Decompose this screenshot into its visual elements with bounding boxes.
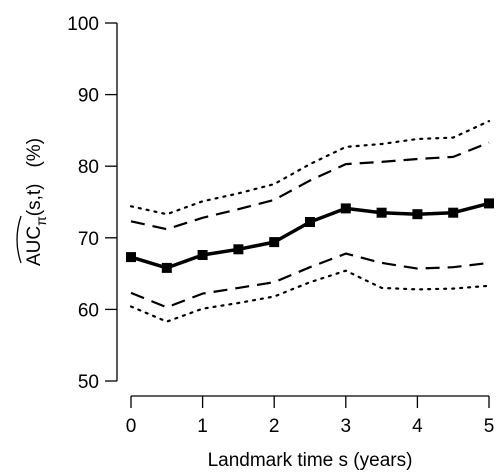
y-axis-label-args: (s,t)	[24, 184, 45, 217]
y-tick-label: 70	[78, 229, 99, 250]
y-tick-label: 50	[78, 372, 99, 393]
series-line-3	[129, 119, 491, 216]
y-axis-label: AUCπ(s,t) (%)	[16, 138, 49, 266]
data-point-marker	[126, 252, 136, 263]
data-point-marker	[269, 237, 280, 248]
y-tick-label: 80	[78, 157, 99, 178]
series-line-1	[130, 141, 490, 231]
x-axis-label: Landmark time s (years)	[208, 450, 413, 471]
series-line-2	[130, 252, 490, 309]
x-tick-label: 2	[269, 416, 280, 437]
data-point-marker	[161, 262, 172, 273]
data-point-marker	[376, 207, 387, 218]
data-point-marker	[233, 244, 244, 255]
y-tick-label: 90	[78, 86, 99, 107]
x-axis-ticks: 0 1 2 3 4 5	[126, 396, 495, 437]
data-point-marker	[484, 198, 494, 209]
svg-text:AUCπ(s,t)(%): AUCπ(s,t) (%)	[24, 138, 49, 266]
data-point-marker	[305, 217, 315, 227]
y-axis-label-subscript: π	[33, 216, 49, 226]
y-axis-label-hat	[16, 215, 22, 264]
y-axis-label-unit: (%)	[24, 138, 45, 168]
y-tick-label: 100	[67, 14, 99, 35]
x-tick-label: 1	[197, 416, 208, 437]
x-tick-label: 4	[412, 416, 423, 437]
y-axis-label-main: AUC	[24, 226, 45, 266]
data-point-marker	[412, 209, 423, 220]
x-tick-label: 0	[126, 416, 137, 437]
plot-area	[126, 119, 494, 323]
y-axis-ticks: 50 60 70 80 90 100	[67, 14, 117, 393]
series-line-4	[129, 269, 491, 323]
data-point-marker	[197, 250, 208, 260]
y-tick-label: 60	[78, 300, 99, 321]
x-tick-label: 5	[484, 416, 495, 437]
series-line-0	[130, 201, 490, 270]
data-point-marker	[448, 207, 459, 218]
axes	[116, 23, 489, 397]
x-tick-label: 3	[341, 416, 352, 437]
data-point-marker	[340, 203, 351, 214]
